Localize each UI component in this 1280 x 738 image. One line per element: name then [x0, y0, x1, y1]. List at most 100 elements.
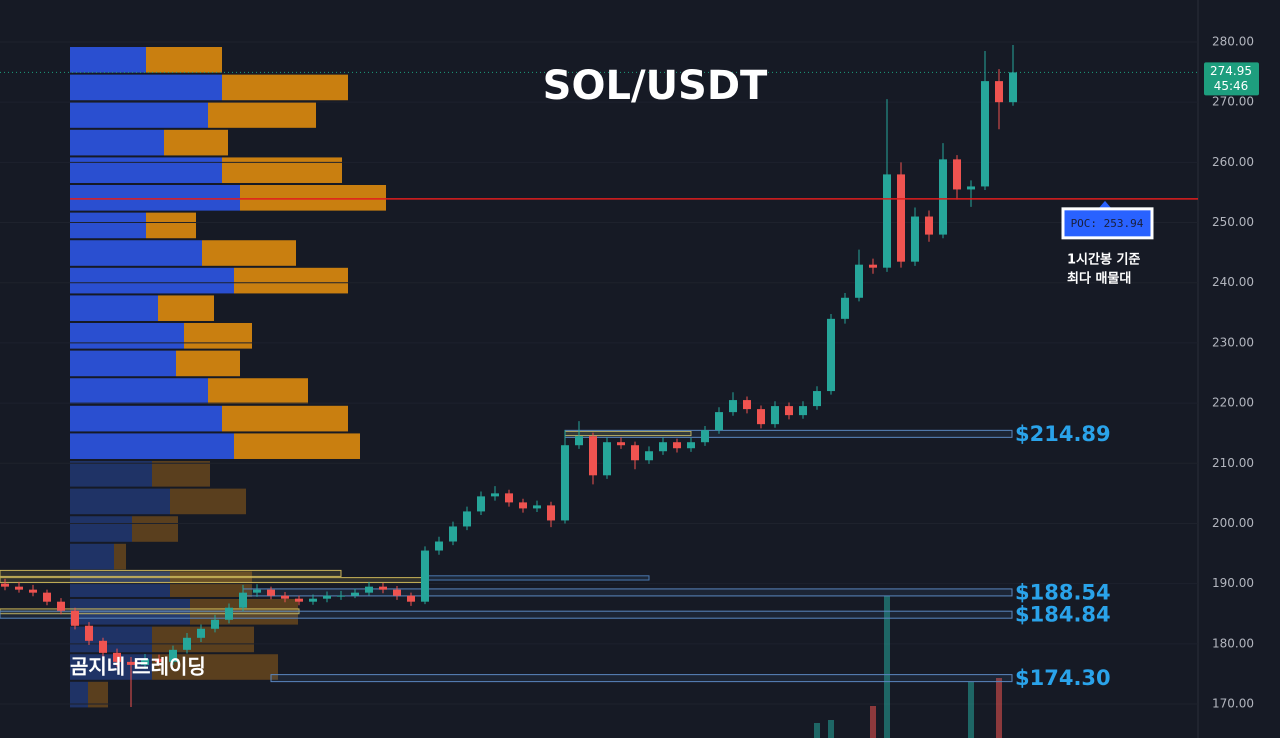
- profile-buy: [70, 571, 170, 597]
- level-label: $184.84: [1015, 603, 1111, 627]
- candle-body: [701, 430, 709, 443]
- profile-buy: [70, 212, 146, 239]
- profile-buy: [70, 626, 152, 653]
- profile-buy: [70, 322, 184, 349]
- profile-sell: [88, 681, 108, 708]
- candle-body: [799, 406, 807, 416]
- candle-body: [869, 264, 877, 268]
- candle-body: [645, 451, 653, 461]
- candle-body: [141, 658, 149, 665]
- profile-buy: [70, 405, 222, 432]
- poc-label: POC: 253.94: [1071, 217, 1144, 230]
- candle-body: [239, 592, 247, 608]
- volume-bar: [828, 720, 834, 738]
- candle-body: [57, 601, 65, 611]
- y-tick-label: 170.00: [1212, 696, 1254, 710]
- candle-body: [225, 607, 233, 620]
- candle-body: [127, 661, 135, 665]
- candle-body: [673, 442, 681, 449]
- candle-body: [659, 442, 667, 452]
- y-tick-label: 280.00: [1212, 35, 1254, 49]
- profile-sell: [208, 378, 308, 404]
- candle-body: [477, 496, 485, 512]
- profile-sell: [170, 488, 246, 515]
- profile-buy: [70, 74, 222, 101]
- candle-body: [631, 445, 639, 461]
- candle-body: [911, 216, 919, 262]
- profile-buy: [70, 488, 170, 515]
- volume-bar: [814, 723, 820, 738]
- profile-sell: [176, 350, 240, 377]
- candle-body: [393, 589, 401, 596]
- level-label: $188.54: [1015, 580, 1111, 604]
- profile-buy: [70, 102, 208, 128]
- candle-body: [253, 589, 261, 593]
- chart-title: SOL/USDT: [543, 63, 768, 109]
- profile-sell: [222, 405, 348, 432]
- candle-body: [183, 637, 191, 650]
- candle-body: [85, 625, 93, 641]
- zone: [0, 577, 426, 583]
- y-tick-label: 180.00: [1212, 636, 1254, 650]
- candle-body: [449, 526, 457, 542]
- current-price-tag: [1204, 62, 1259, 96]
- profile-buy: [70, 598, 190, 625]
- profile-buy: [70, 350, 176, 377]
- candle-body: [589, 436, 597, 476]
- level-box: [0, 610, 1013, 619]
- candle-body: [953, 159, 961, 190]
- watermark: 곰지네 트레이딩: [70, 655, 206, 679]
- profile-buy: [70, 543, 114, 570]
- profile-sell: [234, 267, 348, 294]
- candle-body: [197, 628, 205, 638]
- candle-body: [617, 442, 625, 446]
- candle-body: [757, 409, 765, 425]
- level-box: [270, 674, 1013, 683]
- volume-bar: [870, 706, 876, 738]
- candle-body: [925, 216, 933, 235]
- profile-sell: [152, 460, 210, 487]
- y-tick-label: 240.00: [1212, 275, 1254, 289]
- candle-body: [827, 318, 835, 392]
- poc-note: 1시간봉 기준: [1067, 251, 1140, 267]
- candle-body: [533, 505, 541, 509]
- candle-body: [351, 592, 359, 596]
- candle-body: [967, 186, 975, 190]
- candle-body: [491, 493, 499, 497]
- profile-sell: [184, 322, 252, 349]
- candle-body: [379, 586, 387, 590]
- candle-body: [743, 400, 751, 410]
- candle-body: [729, 400, 737, 413]
- y-tick-label: 260.00: [1212, 155, 1254, 169]
- candle-body: [561, 445, 569, 521]
- profile-buy: [70, 681, 88, 708]
- candle-body: [519, 502, 527, 509]
- zone: [424, 575, 650, 581]
- candle-body: [71, 610, 79, 626]
- candle-body: [211, 619, 219, 629]
- candle-body: [463, 511, 471, 527]
- profile-buy: [70, 157, 222, 183]
- candle-body: [1009, 72, 1017, 103]
- poc-note: 최다 매물대: [1067, 270, 1131, 286]
- candle-body: [155, 658, 163, 662]
- volume-bar: [996, 678, 1002, 738]
- candle-body: [883, 174, 891, 268]
- profile-sell: [164, 129, 228, 156]
- profile-buy: [70, 516, 132, 542]
- candle-body: [1, 583, 9, 587]
- candle-body: [981, 81, 989, 187]
- candle-body: [855, 264, 863, 298]
- candle-body: [295, 598, 303, 602]
- candle-body: [323, 595, 331, 599]
- profile-buy: [70, 129, 164, 156]
- candle-body: [281, 595, 289, 599]
- volume-bar: [884, 596, 890, 738]
- candle-body: [575, 436, 583, 446]
- profile-sell: [222, 74, 348, 101]
- profile-buy: [70, 654, 152, 680]
- poc-box: [1061, 207, 1154, 240]
- candle-body: [309, 598, 317, 602]
- y-tick-label: 230.00: [1212, 335, 1254, 349]
- profile-sell: [222, 157, 342, 183]
